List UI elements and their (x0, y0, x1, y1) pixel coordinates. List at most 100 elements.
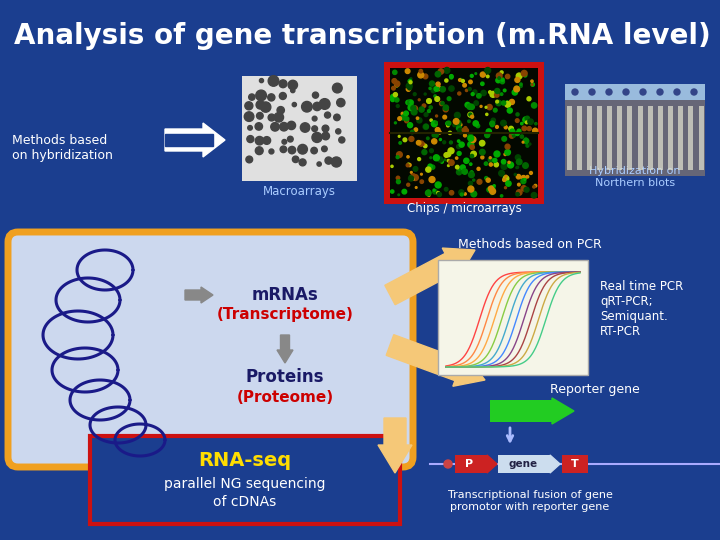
Circle shape (456, 120, 461, 125)
Circle shape (441, 102, 444, 105)
Circle shape (520, 135, 523, 138)
Circle shape (256, 100, 264, 109)
Circle shape (501, 164, 507, 170)
Circle shape (474, 101, 478, 105)
Circle shape (493, 109, 497, 112)
Circle shape (401, 112, 404, 115)
Circle shape (407, 183, 410, 186)
Circle shape (248, 125, 252, 130)
Circle shape (464, 193, 467, 195)
Text: Methods based on PCR: Methods based on PCR (458, 238, 602, 251)
Circle shape (501, 159, 505, 164)
Circle shape (398, 136, 400, 137)
FancyBboxPatch shape (627, 106, 632, 170)
Circle shape (467, 104, 472, 110)
Circle shape (457, 152, 461, 156)
Circle shape (419, 70, 423, 73)
Circle shape (459, 142, 464, 147)
Circle shape (256, 137, 264, 145)
Circle shape (516, 113, 519, 116)
Circle shape (497, 90, 499, 92)
Circle shape (246, 156, 253, 163)
Circle shape (490, 186, 495, 190)
Circle shape (516, 167, 518, 168)
Circle shape (507, 108, 513, 113)
Circle shape (423, 150, 425, 152)
Circle shape (468, 141, 474, 147)
Circle shape (437, 192, 441, 197)
Circle shape (475, 73, 477, 75)
Text: Methods based
on hybridization: Methods based on hybridization (12, 134, 113, 162)
Circle shape (464, 126, 467, 130)
Circle shape (505, 181, 511, 186)
Circle shape (431, 121, 437, 127)
Circle shape (464, 158, 469, 164)
Circle shape (317, 162, 321, 166)
Circle shape (424, 93, 426, 95)
Circle shape (391, 165, 393, 167)
Circle shape (444, 153, 449, 157)
Circle shape (402, 190, 407, 194)
Circle shape (465, 103, 470, 107)
Circle shape (436, 115, 438, 117)
Circle shape (493, 158, 497, 163)
Text: parallel NG sequencing: parallel NG sequencing (164, 477, 325, 491)
Circle shape (468, 136, 474, 141)
Circle shape (432, 139, 437, 144)
Circle shape (526, 176, 528, 178)
Circle shape (422, 150, 427, 154)
Circle shape (657, 89, 663, 95)
Circle shape (312, 126, 318, 132)
Circle shape (518, 183, 520, 186)
Circle shape (448, 148, 454, 154)
FancyBboxPatch shape (490, 400, 552, 422)
Circle shape (469, 80, 472, 84)
Circle shape (485, 68, 490, 73)
Circle shape (473, 121, 478, 126)
Circle shape (515, 86, 518, 90)
Circle shape (298, 144, 307, 154)
Circle shape (490, 188, 495, 194)
Circle shape (458, 92, 461, 95)
Text: Analysis of gene transcription (m.RNA level): Analysis of gene transcription (m.RNA le… (14, 22, 711, 50)
Circle shape (448, 165, 449, 166)
Circle shape (490, 163, 492, 166)
Circle shape (516, 73, 522, 79)
Circle shape (487, 187, 491, 192)
Circle shape (470, 75, 473, 77)
Text: P: P (465, 459, 473, 469)
Circle shape (419, 107, 424, 112)
Circle shape (512, 90, 518, 95)
Circle shape (428, 194, 430, 197)
Circle shape (277, 106, 284, 114)
Circle shape (423, 143, 425, 145)
Circle shape (521, 179, 526, 184)
Circle shape (433, 155, 439, 161)
FancyBboxPatch shape (638, 106, 642, 170)
Circle shape (468, 186, 474, 192)
Circle shape (331, 157, 341, 167)
Circle shape (269, 149, 274, 154)
Circle shape (449, 141, 452, 144)
Circle shape (514, 173, 516, 176)
Circle shape (444, 460, 452, 468)
Circle shape (280, 146, 287, 153)
Circle shape (456, 157, 458, 159)
Circle shape (449, 86, 454, 91)
Circle shape (449, 160, 454, 165)
FancyArrow shape (165, 123, 225, 157)
Circle shape (426, 190, 431, 194)
Circle shape (397, 152, 402, 158)
Circle shape (408, 105, 414, 111)
Circle shape (393, 92, 397, 97)
Circle shape (405, 69, 410, 73)
Circle shape (410, 130, 414, 134)
Circle shape (456, 126, 462, 131)
Circle shape (418, 99, 420, 101)
Text: T: T (571, 459, 579, 469)
Circle shape (640, 89, 646, 95)
Circle shape (312, 92, 318, 98)
Circle shape (524, 179, 526, 180)
Circle shape (516, 193, 519, 196)
Circle shape (268, 114, 275, 121)
